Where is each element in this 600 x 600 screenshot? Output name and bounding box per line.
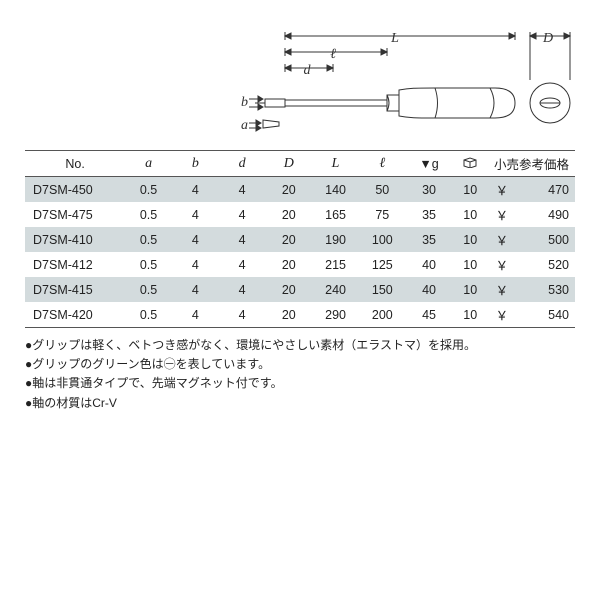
header-price: 小売参考価格 <box>488 151 575 177</box>
cell-model: D7SM-475 <box>25 202 125 227</box>
cell-price: 530 <box>508 277 575 302</box>
cell-l: 125 <box>359 252 406 277</box>
header-g: ▼g <box>406 151 453 177</box>
header-no: No. <box>25 151 125 177</box>
dim-label-D: D <box>542 31 553 46</box>
cell-g: 35 <box>406 202 453 227</box>
package-icon <box>463 157 477 168</box>
dimension-diagram: L ℓ d b a D <box>25 20 575 150</box>
note-line: ●グリップのグリーン色は㊀を表しています。 <box>25 355 575 374</box>
cell-D: 20 <box>265 202 312 227</box>
header-l: ℓ <box>359 151 406 177</box>
cell-yen: ￥ <box>488 302 508 328</box>
cell-b: 4 <box>172 277 219 302</box>
cell-g: 40 <box>406 277 453 302</box>
cell-a: 0.5 <box>125 177 172 203</box>
notes-section: ●グリップは軽く、ベトつき感がなく、環境にやさしい素材（エラストマ）を採用。 ●… <box>25 336 575 413</box>
cell-d: 4 <box>219 302 266 328</box>
cell-L: 140 <box>312 177 359 203</box>
cell-yen: ￥ <box>488 202 508 227</box>
table-row: D7SM-4150.544202401504010￥530 <box>25 277 575 302</box>
header-d: d <box>219 151 266 177</box>
dim-label-b: b <box>241 95 248 110</box>
cell-price: 540 <box>508 302 575 328</box>
header-D: D <box>265 151 312 177</box>
cell-b: 4 <box>172 252 219 277</box>
header-L: L <box>312 151 359 177</box>
header-b: b <box>172 151 219 177</box>
table-header-row: No. a b d D L ℓ ▼g <box>25 151 575 177</box>
cell-model: D7SM-415 <box>25 277 125 302</box>
cell-g: 30 <box>406 177 453 203</box>
cell-a: 0.5 <box>125 252 172 277</box>
dim-label-a: a <box>241 118 248 133</box>
cell-yen: ￥ <box>488 252 508 277</box>
cell-price: 520 <box>508 252 575 277</box>
cell-l: 200 <box>359 302 406 328</box>
cell-box: 10 <box>452 252 488 277</box>
table-row: D7SM-4500.54420140503010￥470 <box>25 177 575 203</box>
cell-l: 75 <box>359 202 406 227</box>
cell-d: 4 <box>219 252 266 277</box>
cell-box: 10 <box>452 177 488 203</box>
cell-price: 470 <box>508 177 575 203</box>
cell-price: 500 <box>508 227 575 252</box>
cell-yen: ￥ <box>488 177 508 203</box>
cell-D: 20 <box>265 277 312 302</box>
cell-yen: ￥ <box>488 227 508 252</box>
cell-box: 10 <box>452 277 488 302</box>
cell-a: 0.5 <box>125 302 172 328</box>
cell-L: 290 <box>312 302 359 328</box>
table-row: D7SM-4200.544202902004510￥540 <box>25 302 575 328</box>
cell-b: 4 <box>172 177 219 203</box>
cell-model: D7SM-450 <box>25 177 125 203</box>
header-box <box>452 151 488 177</box>
cell-g: 35 <box>406 227 453 252</box>
cell-D: 20 <box>265 227 312 252</box>
cell-L: 240 <box>312 277 359 302</box>
cell-box: 10 <box>452 202 488 227</box>
cell-d: 4 <box>219 202 266 227</box>
note-line: ●グリップは軽く、ベトつき感がなく、環境にやさしい素材（エラストマ）を採用。 <box>25 336 575 355</box>
cell-b: 4 <box>172 227 219 252</box>
cell-l: 100 <box>359 227 406 252</box>
table-row: D7SM-4100.544201901003510￥500 <box>25 227 575 252</box>
cell-L: 215 <box>312 252 359 277</box>
dim-label-d: d <box>304 63 312 78</box>
dim-label-L: L <box>390 31 399 46</box>
cell-yen: ￥ <box>488 277 508 302</box>
cell-a: 0.5 <box>125 202 172 227</box>
dim-label-l: ℓ <box>330 47 336 62</box>
cell-b: 4 <box>172 202 219 227</box>
note-line: ●軸は非貫通タイプで、先端マグネット付です。 <box>25 374 575 393</box>
note-line: ●軸の材質はCr-V <box>25 394 575 413</box>
table-row: D7SM-4750.54420165753510￥490 <box>25 202 575 227</box>
spec-table: No. a b d D L ℓ ▼g <box>25 150 575 328</box>
cell-model: D7SM-410 <box>25 227 125 252</box>
cell-l: 150 <box>359 277 406 302</box>
cell-a: 0.5 <box>125 227 172 252</box>
cell-d: 4 <box>219 177 266 203</box>
cell-price: 490 <box>508 202 575 227</box>
cell-d: 4 <box>219 277 266 302</box>
cell-model: D7SM-420 <box>25 302 125 328</box>
cell-l: 50 <box>359 177 406 203</box>
cell-d: 4 <box>219 227 266 252</box>
cell-D: 20 <box>265 252 312 277</box>
cell-a: 0.5 <box>125 277 172 302</box>
header-a: a <box>125 151 172 177</box>
cell-box: 10 <box>452 227 488 252</box>
cell-L: 190 <box>312 227 359 252</box>
cell-g: 45 <box>406 302 453 328</box>
cell-b: 4 <box>172 302 219 328</box>
cell-model: D7SM-412 <box>25 252 125 277</box>
cell-g: 40 <box>406 252 453 277</box>
cell-D: 20 <box>265 302 312 328</box>
cell-L: 165 <box>312 202 359 227</box>
cell-D: 20 <box>265 177 312 203</box>
table-row: D7SM-4120.544202151254010￥520 <box>25 252 575 277</box>
cell-box: 10 <box>452 302 488 328</box>
